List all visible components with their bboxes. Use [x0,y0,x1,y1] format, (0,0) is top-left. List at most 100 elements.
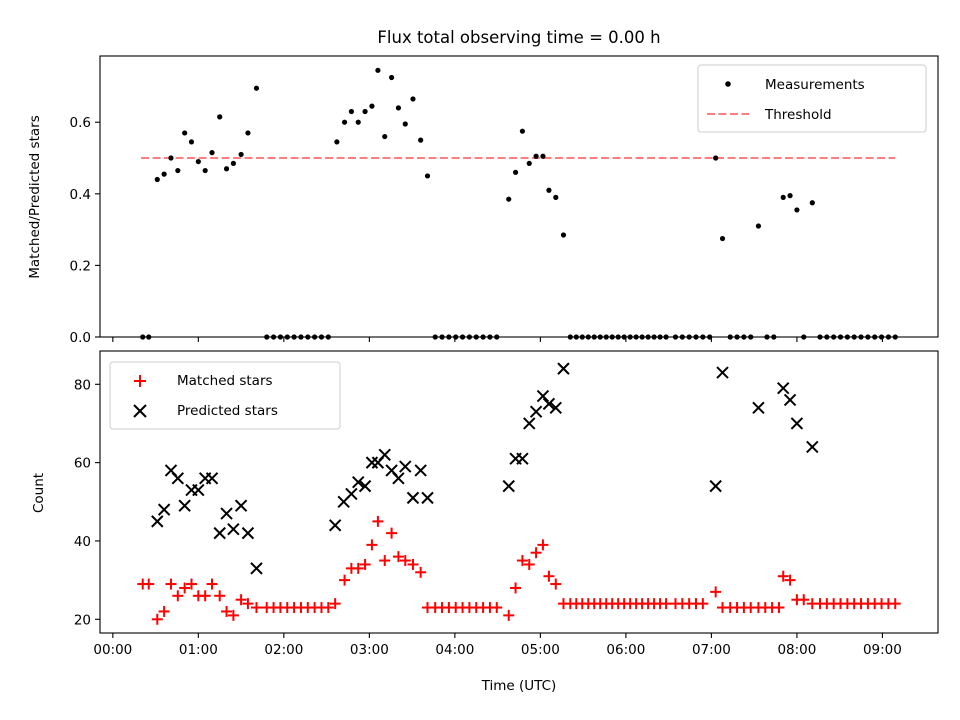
measurement-point [713,155,719,161]
count-y-tick-label: 40 [74,534,91,550]
measurement-point [553,194,559,200]
matched-stars-point [392,551,404,563]
predicted-stars-point [392,472,405,485]
ratio-plot-frame [99,55,939,338]
count-panel: Count Time (UTC) 00:00 01:00 02:00 03:00 04:… [31,350,939,694]
x-axis-label: Time (UTC) [481,678,557,694]
measurement-point [217,114,223,120]
measurement-point [506,196,512,202]
measurement-point [245,130,251,136]
x-tick-label: 01:00 [179,642,218,658]
ratio-y-tick-label: 0.4 [70,187,91,203]
measurement-point [202,167,208,174]
matched-stars-point [339,574,351,586]
measurement-point [382,133,388,140]
legend-label-matched-stars: Matched stars [177,373,273,389]
matched-stars-point [510,582,522,594]
legend-label-predicted-stars: Predicted stars [177,403,278,419]
predicted-stars-point [399,460,412,473]
predicted-stars-point [421,491,434,505]
matched-stars-point [503,609,515,621]
count-y-tick-label: 20 [74,612,91,628]
measurement-point [755,223,762,229]
matched-stars-point [543,570,555,582]
measurement-point [780,194,786,200]
matched-stars-point [366,539,378,551]
matched-stars-point [359,558,371,570]
predicted-stars-point [328,519,342,532]
ratio-y-axis-label: Matched/Predicted stars [27,115,43,278]
predicted-stars-point [151,515,164,528]
legend-x-marker [133,404,147,418]
matched-stars-point [523,558,535,570]
count-y-tick-label: 60 [74,456,91,472]
measurement-point [794,207,800,213]
chart-title: Flux total observing time = 0.00 h [377,28,660,47]
x-tick-label: 09:00 [863,642,902,658]
matched-stars-point [214,590,226,602]
measurement-point [154,176,160,183]
matched-stars-point [329,598,341,610]
predicted-stars-point [542,397,556,411]
legend-plus-marker [134,375,146,387]
measurement-point [161,171,167,177]
x-tick-label: 03:00 [350,642,389,658]
measurement-point [809,200,815,206]
x-tick-label: 02:00 [264,642,303,658]
matched-stars-point [250,602,262,614]
measurement-point [253,85,260,91]
ratio-legend: Measurements Threshold [697,64,927,133]
predicted-stars-point [716,366,729,379]
measurement-point [182,130,188,136]
ratio-legend-box [697,64,927,133]
predicted-stars-point [529,405,543,418]
matched-stars-point [143,578,155,590]
ratio-y-tick-label: 0.2 [70,258,91,274]
matched-stars-point [386,527,398,539]
predicted-stars-point [790,417,804,430]
x-tick-label: 00:00 [93,642,132,658]
legend-label-threshold: Threshold [764,107,832,123]
predicted-stars-point [502,479,515,493]
measurement-point [369,103,375,109]
matched-stars-point [372,515,384,527]
legend-dot-marker [725,81,731,87]
predicted-stars-point [213,526,226,540]
predicted-stars-point [220,507,233,520]
predicted-stars-point [549,401,562,414]
predicted-stars-point [414,464,427,477]
predicted-stars-point [178,499,191,512]
matched-stars-point [415,566,427,578]
predicted-stars-point [205,472,219,485]
measurement-point [512,169,519,175]
measurement-point [230,160,236,166]
matched-stars-point [660,598,672,610]
measurement-point [375,67,381,73]
count-y-tick-label: 80 [74,377,91,393]
count-y-axis-label: Count [31,473,47,513]
predicted-stars-point [352,476,365,489]
measurement-point [519,128,526,134]
measurement-point [209,150,215,156]
measurement-point [410,96,416,102]
matched-stars-point [777,570,789,582]
x-tick-label: 07:00 [692,642,731,658]
count-legend-box [109,361,341,430]
matched-stars-point [379,555,391,567]
measurement-point [168,155,174,161]
measurement-point [223,166,230,172]
matched-stars-point [179,582,191,594]
predicted-stars-point [192,483,205,497]
count-legend: Matched stars Predicted stars [109,361,341,430]
predicted-stars-point [752,401,765,414]
measurement-point [388,74,395,81]
predicted-stars-point [378,448,391,461]
predicted-stars-point [523,417,536,430]
predicted-stars-point [406,491,420,505]
measurement-point [188,139,195,145]
measurement-point [526,160,532,166]
legend-label-measurements: Measurements [765,77,865,93]
matched-stars-point [185,578,197,590]
matched-stars-point [352,562,364,574]
